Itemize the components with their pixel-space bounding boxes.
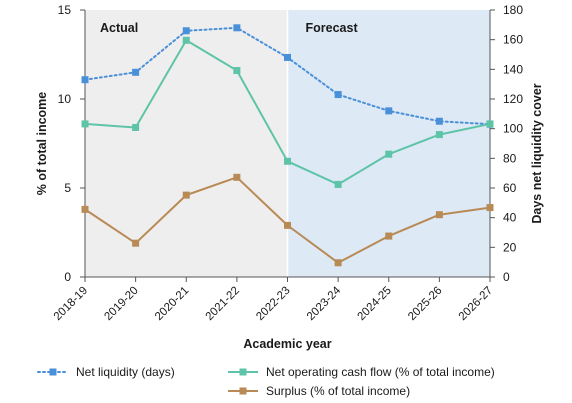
data-point: [182, 36, 190, 44]
axes: [80, 9, 495, 282]
data-point: [233, 24, 241, 32]
y-tick-label-right: 0: [503, 270, 510, 284]
x-tick-label: 2019-20: [102, 285, 140, 323]
data-point: [435, 211, 443, 219]
data-point: [132, 239, 140, 247]
y-tick-label-right: 80: [503, 151, 517, 165]
background-regions: [85, 10, 490, 277]
x-tick-label: 2024-25: [356, 285, 394, 323]
data-point: [132, 68, 140, 76]
legend-marker-1: [239, 368, 247, 376]
data-point: [132, 123, 140, 131]
y-tick-label-right: 20: [503, 240, 517, 254]
x-tick-label: 2018-19: [52, 285, 90, 323]
y-tick-label-left: 5: [64, 181, 71, 195]
data-point: [81, 76, 89, 84]
y-tick-label-right: 140: [503, 62, 523, 76]
data-point: [435, 117, 443, 125]
y-tick-label-right: 100: [503, 122, 523, 136]
data-point: [435, 131, 443, 139]
data-point: [284, 221, 291, 229]
region-actual: [85, 10, 288, 277]
data-point: [385, 150, 393, 158]
legend-label-0: Net liquidity (days): [76, 365, 175, 379]
y-axis-title-right: Days net liquidity cover: [530, 83, 544, 223]
data-point: [486, 204, 494, 212]
y-axis-title-left: % of total income: [35, 92, 49, 196]
series: [81, 24, 494, 267]
y-tick-label-left: 10: [58, 92, 72, 106]
y-tick-label-right: 120: [503, 92, 523, 106]
data-point: [81, 120, 89, 128]
data-point: [182, 191, 190, 199]
x-tick-label: 2022-23: [254, 285, 292, 323]
data-point: [486, 120, 494, 128]
y-tick-label-right: 60: [503, 181, 517, 195]
legend-label-2: Surplus (% of total income): [266, 384, 410, 398]
data-point: [284, 157, 291, 165]
y-tick-label-right: 40: [503, 211, 517, 225]
x-tick-label: 2020-21: [153, 285, 191, 323]
y-tick-label-right: 180: [503, 3, 523, 17]
legend-label-1: Net operating cash flow (% of total inco…: [266, 365, 495, 379]
x-tick-label: 2026-27: [457, 285, 495, 323]
x-tick-label: 2023-24: [305, 284, 344, 323]
legend-marker-2: [239, 387, 247, 395]
data-point: [233, 173, 241, 181]
data-point: [334, 259, 342, 267]
y-tick-label-left: 15: [58, 3, 72, 17]
data-point: [385, 107, 393, 115]
y-tick-label-left: 0: [64, 270, 71, 284]
region-label-actual: Actual: [100, 21, 138, 35]
data-point: [385, 232, 393, 240]
legend: Net liquidity (days) Net operating cash f…: [37, 365, 495, 398]
legend-marker-0: [49, 368, 57, 376]
region-forecast: [287, 10, 490, 277]
data-point: [334, 180, 342, 188]
data-point: [334, 91, 342, 99]
data-point: [182, 27, 190, 35]
y-tick-label-right: 160: [503, 33, 523, 47]
data-point: [233, 67, 241, 75]
region-label-forecast: Forecast: [306, 21, 359, 35]
x-axis-title: Academic year: [243, 337, 331, 351]
data-point: [284, 53, 291, 61]
x-tick-label: 2025-26: [406, 285, 444, 323]
x-tick-label: 2021-22: [204, 285, 242, 323]
data-point: [81, 205, 89, 213]
